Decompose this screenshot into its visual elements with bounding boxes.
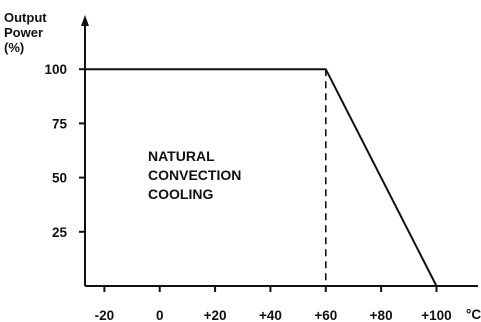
x-tick-label: 0 [156, 308, 164, 322]
y-axis-label-line-1: Output [4, 10, 47, 25]
y-tick-label: 50 [52, 171, 67, 186]
derating-curve-line [85, 68, 438, 287]
y-axis-arrowhead [81, 15, 89, 26]
y-axis-label-line-2: Power [4, 25, 43, 40]
y-axis-label: Output Power (%) [4, 10, 47, 55]
x-ticks: -20 0 +20 +40 +60 +80 +100 [95, 286, 452, 322]
plot-area [85, 68, 438, 287]
x-tick-label: +20 [204, 308, 227, 322]
axes [81, 15, 478, 287]
x-tick-label: +40 [259, 308, 282, 322]
annotation-line-2: CONVECTION [148, 167, 241, 183]
y-tick-label: 25 [52, 225, 68, 240]
y-tick-label: 100 [44, 62, 67, 77]
x-tick-label: +80 [370, 308, 393, 322]
x-tick-label: +60 [314, 308, 337, 322]
x-axis-unit-label: °C [466, 307, 481, 322]
y-axis-label-line-3: (%) [4, 40, 24, 55]
x-tick-label: +100 [421, 308, 451, 322]
annotation-line-3: COOLING [148, 186, 213, 202]
cooling-annotation: NATURAL CONVECTION COOLING [148, 148, 241, 202]
x-tick-label: -20 [95, 308, 115, 322]
y-tick-label: 75 [52, 116, 68, 131]
y-ticks: 25 50 75 100 [44, 62, 85, 240]
annotation-line-1: NATURAL [148, 148, 215, 164]
